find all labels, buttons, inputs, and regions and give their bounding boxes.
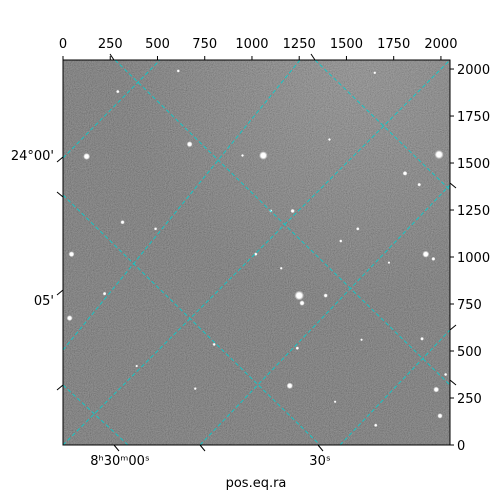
dec-tick-mark [56, 289, 64, 296]
top-tick-label: 250 [98, 37, 123, 52]
star-core [420, 337, 424, 340]
right-pixel-axis: 0 250 500 750 1000 1250 1500 1750 2000 [450, 63, 490, 454]
ra-grid-line [63, 60, 161, 159]
right-tick-label: 0 [457, 439, 465, 454]
top-frame-tick [310, 53, 316, 61]
star-core [434, 387, 438, 392]
star-core [300, 301, 304, 305]
star-core [356, 227, 359, 230]
star-core [374, 424, 377, 427]
star-core [260, 153, 266, 158]
star-core [135, 365, 138, 367]
star-core [187, 142, 192, 146]
top-pixel-axis: 0 250 500 750 1000 1250 1500 1750 2000 [59, 37, 457, 60]
dec-tick-mark [56, 191, 64, 198]
dec-tick-mark [56, 384, 64, 391]
star-core [69, 252, 74, 256]
star-core [194, 387, 197, 390]
star-core [213, 343, 216, 346]
coordinate-grid [63, 60, 450, 445]
top-tick-label: 750 [192, 37, 217, 52]
star-core [291, 209, 294, 213]
star-core [296, 292, 302, 299]
star-core [423, 252, 428, 257]
star-core [360, 338, 363, 341]
top-tick-label: 1250 [283, 37, 316, 52]
right-tick-label: 1500 [457, 157, 490, 172]
dec-grid-line [63, 384, 129, 445]
dec-grid-line [314, 60, 450, 191]
right-tick-label: 750 [457, 298, 482, 313]
star-core [254, 253, 257, 256]
star-core [296, 347, 299, 350]
ra-tick-mark [199, 444, 206, 452]
top-tick-label: 1750 [377, 37, 410, 52]
right-tick-label: 1250 [457, 204, 490, 219]
star-core [334, 401, 336, 403]
star-core [436, 152, 442, 158]
star-core [280, 267, 283, 270]
right-frame-tick [449, 379, 457, 386]
plot-frame [62, 59, 451, 446]
star-core [339, 240, 342, 242]
ra-grid-line [339, 329, 450, 445]
world-coordinate-labels: 8ʰ30ᵐ00ˢ 30ˢ 24°00' 05' [11, 149, 331, 469]
star-core [403, 172, 407, 175]
top-tick-label: 500 [145, 37, 170, 52]
ra-grid-line [199, 184, 450, 445]
ra-label-2: 30ˢ [309, 454, 331, 469]
star-core [287, 383, 292, 388]
star-core [103, 292, 106, 295]
image-area [63, 60, 450, 445]
dec-label-2: 05' [34, 294, 54, 309]
world-coordinate-ticks [56, 53, 457, 452]
right-tick-label: 1750 [457, 110, 490, 125]
right-tick-label: 250 [457, 392, 482, 407]
right-tick-label: 500 [457, 345, 482, 360]
x-axis-title: pos.eq.ra [226, 476, 287, 491]
ra-tick-mark [317, 444, 324, 452]
star-core [67, 316, 72, 320]
star-core [418, 183, 421, 186]
star-core [438, 414, 442, 418]
top-tick-label: 1500 [330, 37, 363, 52]
top-tick-label: 1000 [235, 37, 268, 52]
star-core [444, 373, 447, 376]
ra-grid-line [63, 60, 301, 351]
right-tick-label: 2000 [457, 63, 490, 78]
top-tick-label: 0 [59, 37, 67, 52]
star-core [121, 221, 124, 224]
ra-tick-mark [113, 444, 120, 452]
top-tick-label: 2000 [424, 37, 457, 52]
star-core [116, 90, 119, 93]
dec-label-1: 24°00' [11, 149, 54, 164]
ra-label-1: 8ʰ30ᵐ00ˢ [90, 454, 150, 469]
star-core [84, 154, 89, 159]
dec-tick-mark [56, 156, 64, 163]
right-frame-tick [449, 324, 457, 331]
top-frame-tick [109, 53, 115, 61]
star-core [154, 227, 157, 230]
star-core [177, 70, 180, 72]
star-core [328, 138, 331, 141]
star-core [241, 154, 244, 157]
dec-grid-line [63, 194, 321, 445]
star-core [388, 261, 390, 264]
right-frame-tick [449, 182, 457, 189]
star-core [432, 257, 435, 261]
right-tick-label: 1000 [457, 251, 490, 266]
star-core [324, 294, 327, 297]
star-core [373, 71, 376, 74]
stars-layer [66, 69, 448, 428]
